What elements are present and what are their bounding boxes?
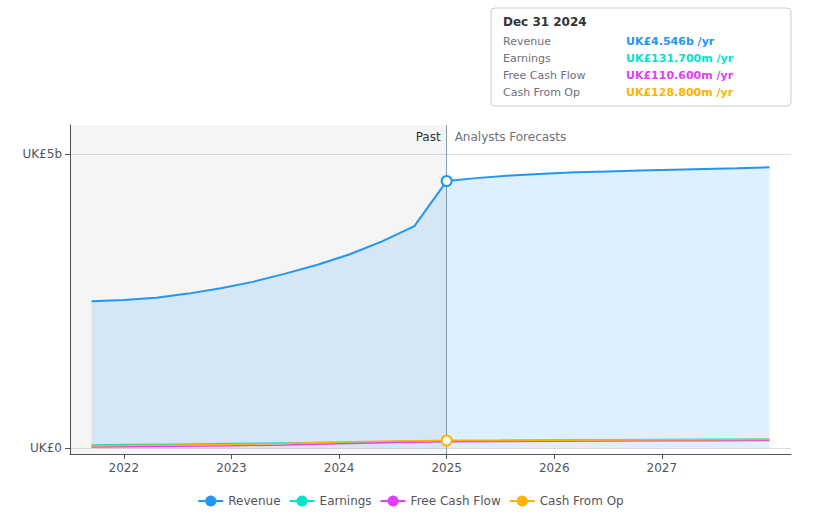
svg-text:UK£128.800m /yr: UK£128.800m /yr bbox=[626, 86, 734, 99]
svg-text:UK£0: UK£0 bbox=[30, 441, 62, 455]
svg-text:Free Cash Flow: Free Cash Flow bbox=[411, 494, 501, 508]
svg-text:Revenue: Revenue bbox=[228, 494, 280, 508]
svg-text:Earnings: Earnings bbox=[503, 52, 551, 65]
svg-text:Earnings: Earnings bbox=[320, 494, 372, 508]
svg-text:UK£4.546b /yr: UK£4.546b /yr bbox=[626, 35, 715, 48]
svg-text:2022: 2022 bbox=[109, 461, 140, 475]
svg-text:Cash From Op: Cash From Op bbox=[503, 86, 580, 99]
svg-text:2023: 2023 bbox=[216, 461, 247, 475]
svg-text:UK£110.600m /yr: UK£110.600m /yr bbox=[626, 69, 734, 82]
svg-text:Analysts Forecasts: Analysts Forecasts bbox=[455, 130, 567, 144]
svg-text:UK£5b: UK£5b bbox=[22, 147, 62, 161]
svg-text:2026: 2026 bbox=[539, 461, 570, 475]
svg-text:Dec 31 2024: Dec 31 2024 bbox=[503, 15, 587, 29]
svg-text:Past: Past bbox=[416, 130, 441, 144]
svg-text:2024: 2024 bbox=[324, 461, 355, 475]
svg-text:Cash From Op: Cash From Op bbox=[540, 494, 624, 508]
svg-text:2027: 2027 bbox=[647, 461, 678, 475]
svg-text:2025: 2025 bbox=[431, 461, 462, 475]
svg-text:UK£131.700m /yr: UK£131.700m /yr bbox=[626, 52, 734, 65]
svg-text:Revenue: Revenue bbox=[503, 35, 551, 48]
svg-text:Free Cash Flow: Free Cash Flow bbox=[503, 69, 586, 82]
